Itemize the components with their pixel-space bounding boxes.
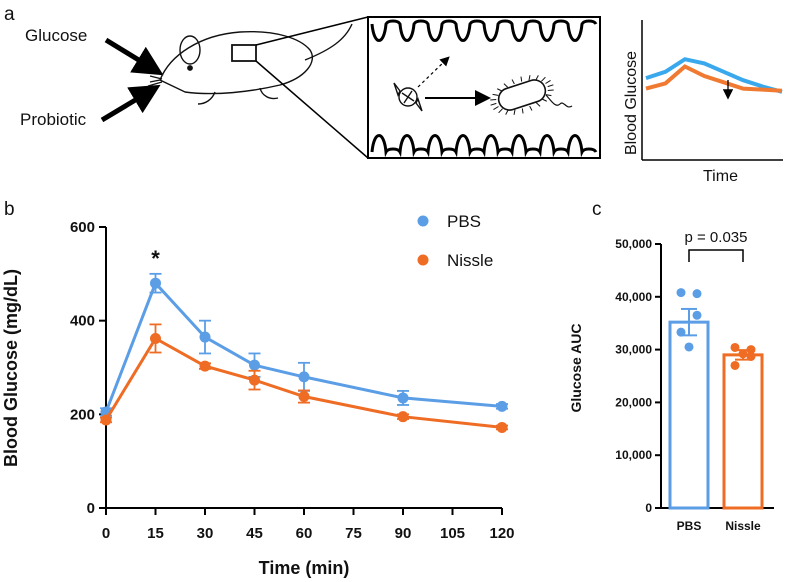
panel-b-ytick-label: 600 bbox=[70, 219, 95, 236]
panel-b: b 0 200 400 600 0 15 30 45 60 75 90 105 120 * Time (… bbox=[1, 199, 515, 578]
panel-b-annotations: * bbox=[151, 246, 160, 271]
data-point-pbs bbox=[298, 371, 310, 383]
panel-b-series bbox=[100, 272, 508, 433]
panel-b-xtick-label: 105 bbox=[440, 525, 465, 542]
data-point-nissle bbox=[249, 374, 260, 386]
bacterium-icon bbox=[490, 75, 573, 115]
data-point-nissle bbox=[100, 414, 112, 426]
data-point-nissle bbox=[496, 421, 508, 433]
glucose-candy-icon bbox=[393, 82, 423, 112]
panel-b-ytick-label: 200 bbox=[70, 406, 95, 423]
panel-b-xtick-label: 90 bbox=[395, 525, 412, 542]
panel-c-bars: PBS Nissle bbox=[668, 288, 764, 533]
data-point-nissle bbox=[397, 411, 409, 423]
data-point-nissle bbox=[298, 391, 310, 403]
panel-b-ylabel: Blood Glucose (mg/dL) bbox=[1, 269, 21, 467]
panel-a-letter: a bbox=[4, 4, 15, 25]
replicate-point-pbs bbox=[676, 288, 686, 298]
absorption-arrow bbox=[417, 56, 450, 88]
panel-b-xtick-label: 120 bbox=[489, 525, 514, 542]
replicate-point-nissle bbox=[746, 351, 756, 361]
p-value-label: p = 0.035 bbox=[685, 229, 748, 246]
significance-star: * bbox=[151, 246, 160, 271]
replicate-point-pbs bbox=[692, 310, 702, 320]
replicate-point-nissle bbox=[730, 342, 740, 352]
panel-b-ytick-label: 400 bbox=[70, 313, 95, 330]
gut-zoom-box bbox=[367, 16, 601, 159]
replicate-point-nissle bbox=[738, 349, 748, 359]
legend-marker-nissle bbox=[417, 254, 429, 266]
panel-c-ytick-label: 50,000 bbox=[615, 237, 652, 251]
panel-a: a Glucose Probiotic bbox=[4, 4, 783, 185]
data-point-pbs bbox=[150, 277, 161, 289]
mini-line-control bbox=[645, 57, 783, 94]
mini-line-probiotic bbox=[645, 64, 783, 93]
category-label-nissle: Nissle bbox=[725, 519, 761, 533]
legend-marker-pbs bbox=[417, 215, 429, 227]
panel-b-xtick-label: 15 bbox=[147, 525, 164, 542]
data-point-nissle bbox=[150, 332, 161, 344]
legend-label-pbs: PBS bbox=[447, 212, 481, 231]
replicate-point-pbs bbox=[676, 327, 686, 337]
panel-b-axes: 0 200 400 600 0 15 30 45 60 75 90 105 120 bbox=[70, 219, 515, 542]
data-point-pbs bbox=[397, 392, 409, 404]
data-point-pbs bbox=[199, 331, 211, 343]
panel-c-axes: 0 10,000 20,000 30,000 40,000 50,000 bbox=[615, 237, 774, 515]
mini-y-label: Blood Glucose bbox=[623, 51, 640, 155]
panel-b-xtick-label: 75 bbox=[345, 525, 362, 542]
mouse-illustration bbox=[147, 23, 353, 105]
panel-c-ytick-label: 10,000 bbox=[615, 448, 652, 462]
panel-c-letter: c bbox=[592, 199, 602, 220]
panel-b-xtick-label: 60 bbox=[296, 525, 313, 542]
panel-b-xtick-label: 30 bbox=[197, 525, 214, 542]
panel-c-ytick-label: 30,000 bbox=[615, 343, 652, 357]
probiotic-arrow bbox=[100, 84, 161, 123]
panel-b-xtick-label: 0 bbox=[102, 525, 110, 542]
panel-b-legend: PBS Nissle bbox=[417, 212, 493, 270]
significance-bracket bbox=[688, 249, 744, 262]
panel-b-xtick-label: 45 bbox=[246, 525, 263, 542]
replicate-point-nissle bbox=[746, 345, 756, 355]
glucose-arrow bbox=[104, 37, 164, 76]
glucose-label: Glucose bbox=[25, 26, 87, 45]
panel-b-letter: b bbox=[4, 199, 15, 220]
panel-c: c 0 10,000 20,000 30,000 40,000 50,000 PBS Nis… bbox=[568, 199, 774, 533]
replicate-point-pbs bbox=[692, 289, 702, 299]
panel-c-ylabel: Glucose AUC bbox=[568, 324, 584, 413]
zoom-line-bottom bbox=[255, 60, 369, 159]
probiotic-label: Probiotic bbox=[20, 110, 87, 129]
category-label-pbs: PBS bbox=[677, 519, 702, 533]
villi-bottom bbox=[370, 134, 598, 158]
data-point-pbs bbox=[249, 359, 260, 371]
panel-b-ytick-label: 0 bbox=[87, 500, 95, 517]
data-point-nissle bbox=[199, 360, 211, 372]
data-point-pbs bbox=[496, 400, 508, 412]
zoom-line-top bbox=[255, 16, 369, 46]
bar-nissle bbox=[722, 353, 764, 510]
panel-c-ytick-label: 20,000 bbox=[615, 395, 652, 409]
panel-b-xlabel: Time (min) bbox=[259, 558, 350, 578]
villi-top bbox=[370, 19, 598, 42]
legend-label-nissle: Nissle bbox=[447, 251, 493, 270]
replicate-point-pbs bbox=[684, 342, 694, 352]
panel-c-ytick-label: 0 bbox=[645, 501, 652, 515]
mini-chart: Blood Glucose Time bbox=[623, 20, 783, 185]
replicate-point-nissle bbox=[730, 360, 740, 370]
mini-x-label: Time bbox=[703, 168, 738, 185]
panel-c-ytick-label: 40,000 bbox=[615, 290, 652, 304]
